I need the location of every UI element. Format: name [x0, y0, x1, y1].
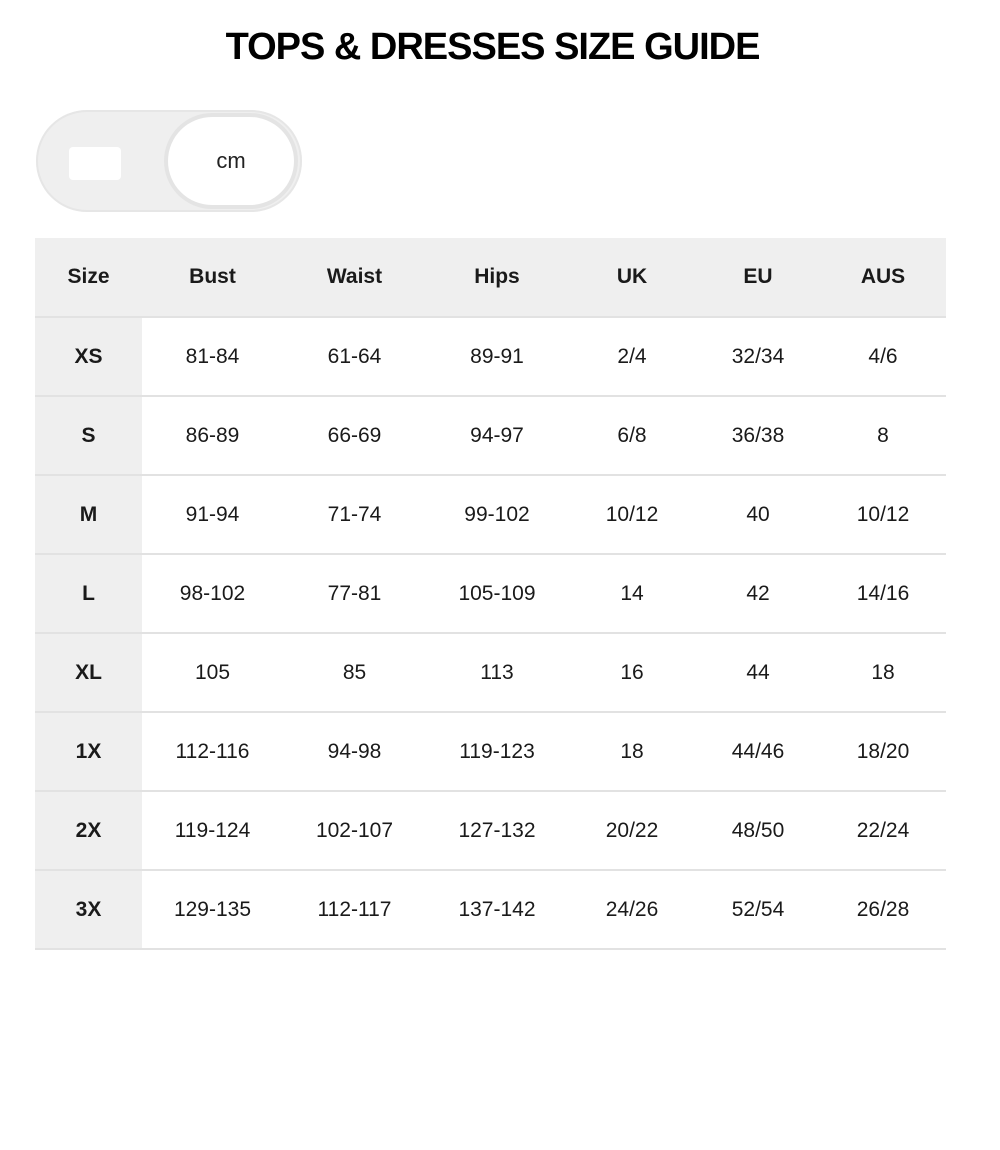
table-cell: 98-102 [142, 553, 283, 633]
table-cell: 112-116 [142, 711, 283, 791]
table-cell: 44/46 [696, 711, 820, 791]
table-cell: 40 [696, 474, 820, 554]
table-row: L 98-102 77-81 105-109 14 42 14/16 [35, 553, 946, 633]
table-cell: 71-74 [283, 474, 426, 554]
column-header-aus: AUS [820, 238, 946, 317]
table-cell: 10/12 [568, 474, 696, 554]
table-cell: 18/20 [820, 711, 946, 791]
column-header-bust: Bust [142, 238, 283, 317]
table-cell: 61-64 [283, 316, 426, 396]
table-cell: 81-84 [142, 316, 283, 396]
table-cell: 4/6 [820, 316, 946, 396]
table-cell: 119-124 [142, 790, 283, 870]
table-row: M 91-94 71-74 99-102 10/12 40 10/12 [35, 474, 946, 554]
size-label: 3X [35, 869, 142, 950]
table-cell: 89-91 [426, 316, 568, 396]
column-header-eu: EU [696, 238, 820, 317]
table-cell: 91-94 [142, 474, 283, 554]
table-cell: 102-107 [283, 790, 426, 870]
table-cell: 137-142 [426, 869, 568, 950]
table-cell: 42 [696, 553, 820, 633]
table-cell: 119-123 [426, 711, 568, 791]
unit-option-inches[interactable] [69, 147, 121, 180]
table-row: 2X 119-124 102-107 127-132 20/22 48/50 22/24 [35, 790, 946, 870]
table-cell: 8 [820, 395, 946, 475]
table-cell: 22/24 [820, 790, 946, 870]
table-cell: 127-132 [426, 790, 568, 870]
table-row: XL 105 85 113 16 44 18 [35, 632, 946, 712]
table-cell: 112-117 [283, 869, 426, 950]
size-label: 1X [35, 711, 142, 791]
table-cell: 129-135 [142, 869, 283, 950]
size-label: 2X [35, 790, 142, 870]
table-row: 1X 112-116 94-98 119-123 18 44/46 18/20 [35, 711, 946, 791]
table-row: XS 81-84 61-64 89-91 2/4 32/34 4/6 [35, 316, 946, 396]
table-cell: 14/16 [820, 553, 946, 633]
table-cell: 14 [568, 553, 696, 633]
table-cell: 24/26 [568, 869, 696, 950]
size-label: XL [35, 632, 142, 712]
table-cell: 113 [426, 632, 568, 712]
table-cell: 85 [283, 632, 426, 712]
size-table: Size Bust Waist Hips UK EU AUS XS 81-84 61-64 89-… [35, 238, 946, 950]
table-cell: 94-98 [283, 711, 426, 791]
table-row: 3X 129-135 112-117 137-142 24/26 52/54 26/28 [35, 869, 946, 950]
column-header-uk: UK [568, 238, 696, 317]
table-cell: 105 [142, 632, 283, 712]
table-cell: 52/54 [696, 869, 820, 950]
table-cell: 77-81 [283, 553, 426, 633]
table-cell: 105-109 [426, 553, 568, 633]
table-cell: 44 [696, 632, 820, 712]
size-label: L [35, 553, 142, 633]
unit-option-cm[interactable]: cm [168, 117, 294, 205]
table-cell: 94-97 [426, 395, 568, 475]
table-cell: 48/50 [696, 790, 820, 870]
table-cell: 36/38 [696, 395, 820, 475]
table-cell: 6/8 [568, 395, 696, 475]
column-header-size: Size [35, 238, 142, 317]
table-cell: 32/34 [696, 316, 820, 396]
column-header-waist: Waist [283, 238, 426, 317]
table-cell: 20/22 [568, 790, 696, 870]
table-row: S 86-89 66-69 94-97 6/8 36/38 8 [35, 395, 946, 475]
table-cell: 26/28 [820, 869, 946, 950]
table-cell: 18 [820, 632, 946, 712]
page-title: TOPS & DRESSES SIZE GUIDE [225, 26, 761, 68]
table-cell: 10/12 [820, 474, 946, 554]
table-cell: 99-102 [426, 474, 568, 554]
table-cell: 2/4 [568, 316, 696, 396]
size-label: XS [35, 316, 142, 396]
table-cell: 16 [568, 632, 696, 712]
size-label: M [35, 474, 142, 554]
table-cell: 86-89 [142, 395, 283, 475]
table-cell: 18 [568, 711, 696, 791]
column-header-hips: Hips [426, 238, 568, 317]
table-cell: 66-69 [283, 395, 426, 475]
size-label: S [35, 395, 142, 475]
